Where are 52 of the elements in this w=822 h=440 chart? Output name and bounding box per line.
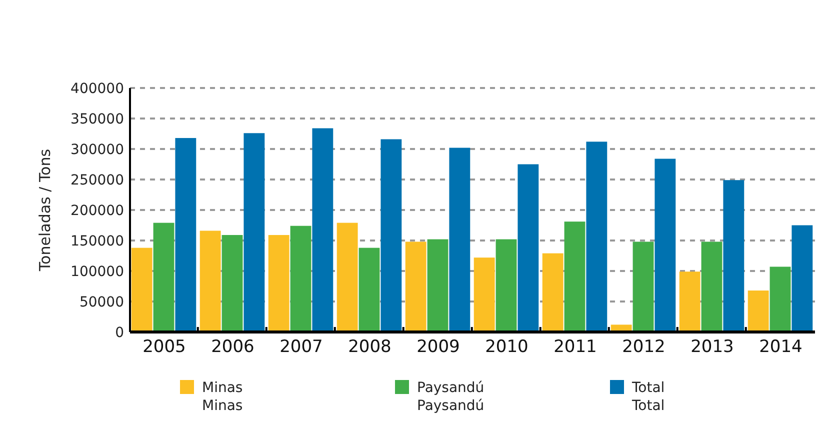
bar	[131, 248, 152, 332]
x-tick-label: 2010	[485, 337, 528, 357]
bar	[244, 133, 265, 332]
x-tick-label: 2009	[416, 337, 460, 357]
bar	[449, 148, 470, 332]
bar	[542, 253, 564, 332]
y-tick-label: 400000	[70, 80, 124, 97]
x-tick-label: 2008	[348, 337, 392, 357]
bar	[770, 266, 791, 332]
x-tick-label: 2013	[690, 337, 734, 357]
y-tick-label: 50000	[79, 294, 124, 310]
bar	[358, 248, 380, 332]
y-axis-title: Toneladas / Tons	[36, 148, 54, 272]
bar	[518, 164, 539, 332]
x-tick-label: 2006	[211, 337, 254, 357]
bar	[312, 128, 334, 332]
legend-label: Total Total	[631, 380, 665, 414]
bar	[723, 180, 744, 332]
bar	[336, 222, 358, 332]
y-tick-label: 250000	[70, 172, 124, 188]
bar	[290, 226, 312, 332]
legend-label: Paysandú Paysandú	[417, 380, 484, 414]
bar	[380, 139, 402, 332]
y-tick-label: 0	[115, 324, 124, 341]
y-tick-label: 100000	[70, 264, 124, 280]
x-tick-label: 2012	[622, 337, 666, 357]
legend-label: Minas Minas	[202, 380, 243, 414]
y-tick-label: 350000	[70, 111, 124, 128]
x-tick-label: 2007	[280, 337, 323, 357]
y-tick-label: 300000	[70, 142, 124, 158]
bar	[474, 258, 495, 332]
y-tick-label: 150000	[70, 233, 124, 250]
bar	[748, 290, 769, 332]
bar	[222, 235, 243, 332]
bar	[792, 225, 813, 332]
bar	[153, 222, 174, 332]
bar	[268, 235, 290, 332]
y-tick-label: 200000	[70, 202, 124, 219]
bar	[654, 158, 676, 332]
bar	[200, 230, 221, 332]
bar	[175, 138, 196, 332]
bar	[496, 239, 517, 332]
x-tick-label: 2011	[554, 337, 597, 357]
bar	[632, 242, 654, 332]
bar	[679, 272, 700, 332]
bar	[586, 142, 608, 332]
bar	[701, 242, 722, 332]
x-tick-label: 2005	[142, 337, 186, 357]
bar	[564, 222, 586, 332]
x-tick-label: 2014	[759, 337, 802, 357]
bar	[405, 242, 426, 332]
bar	[427, 239, 448, 332]
